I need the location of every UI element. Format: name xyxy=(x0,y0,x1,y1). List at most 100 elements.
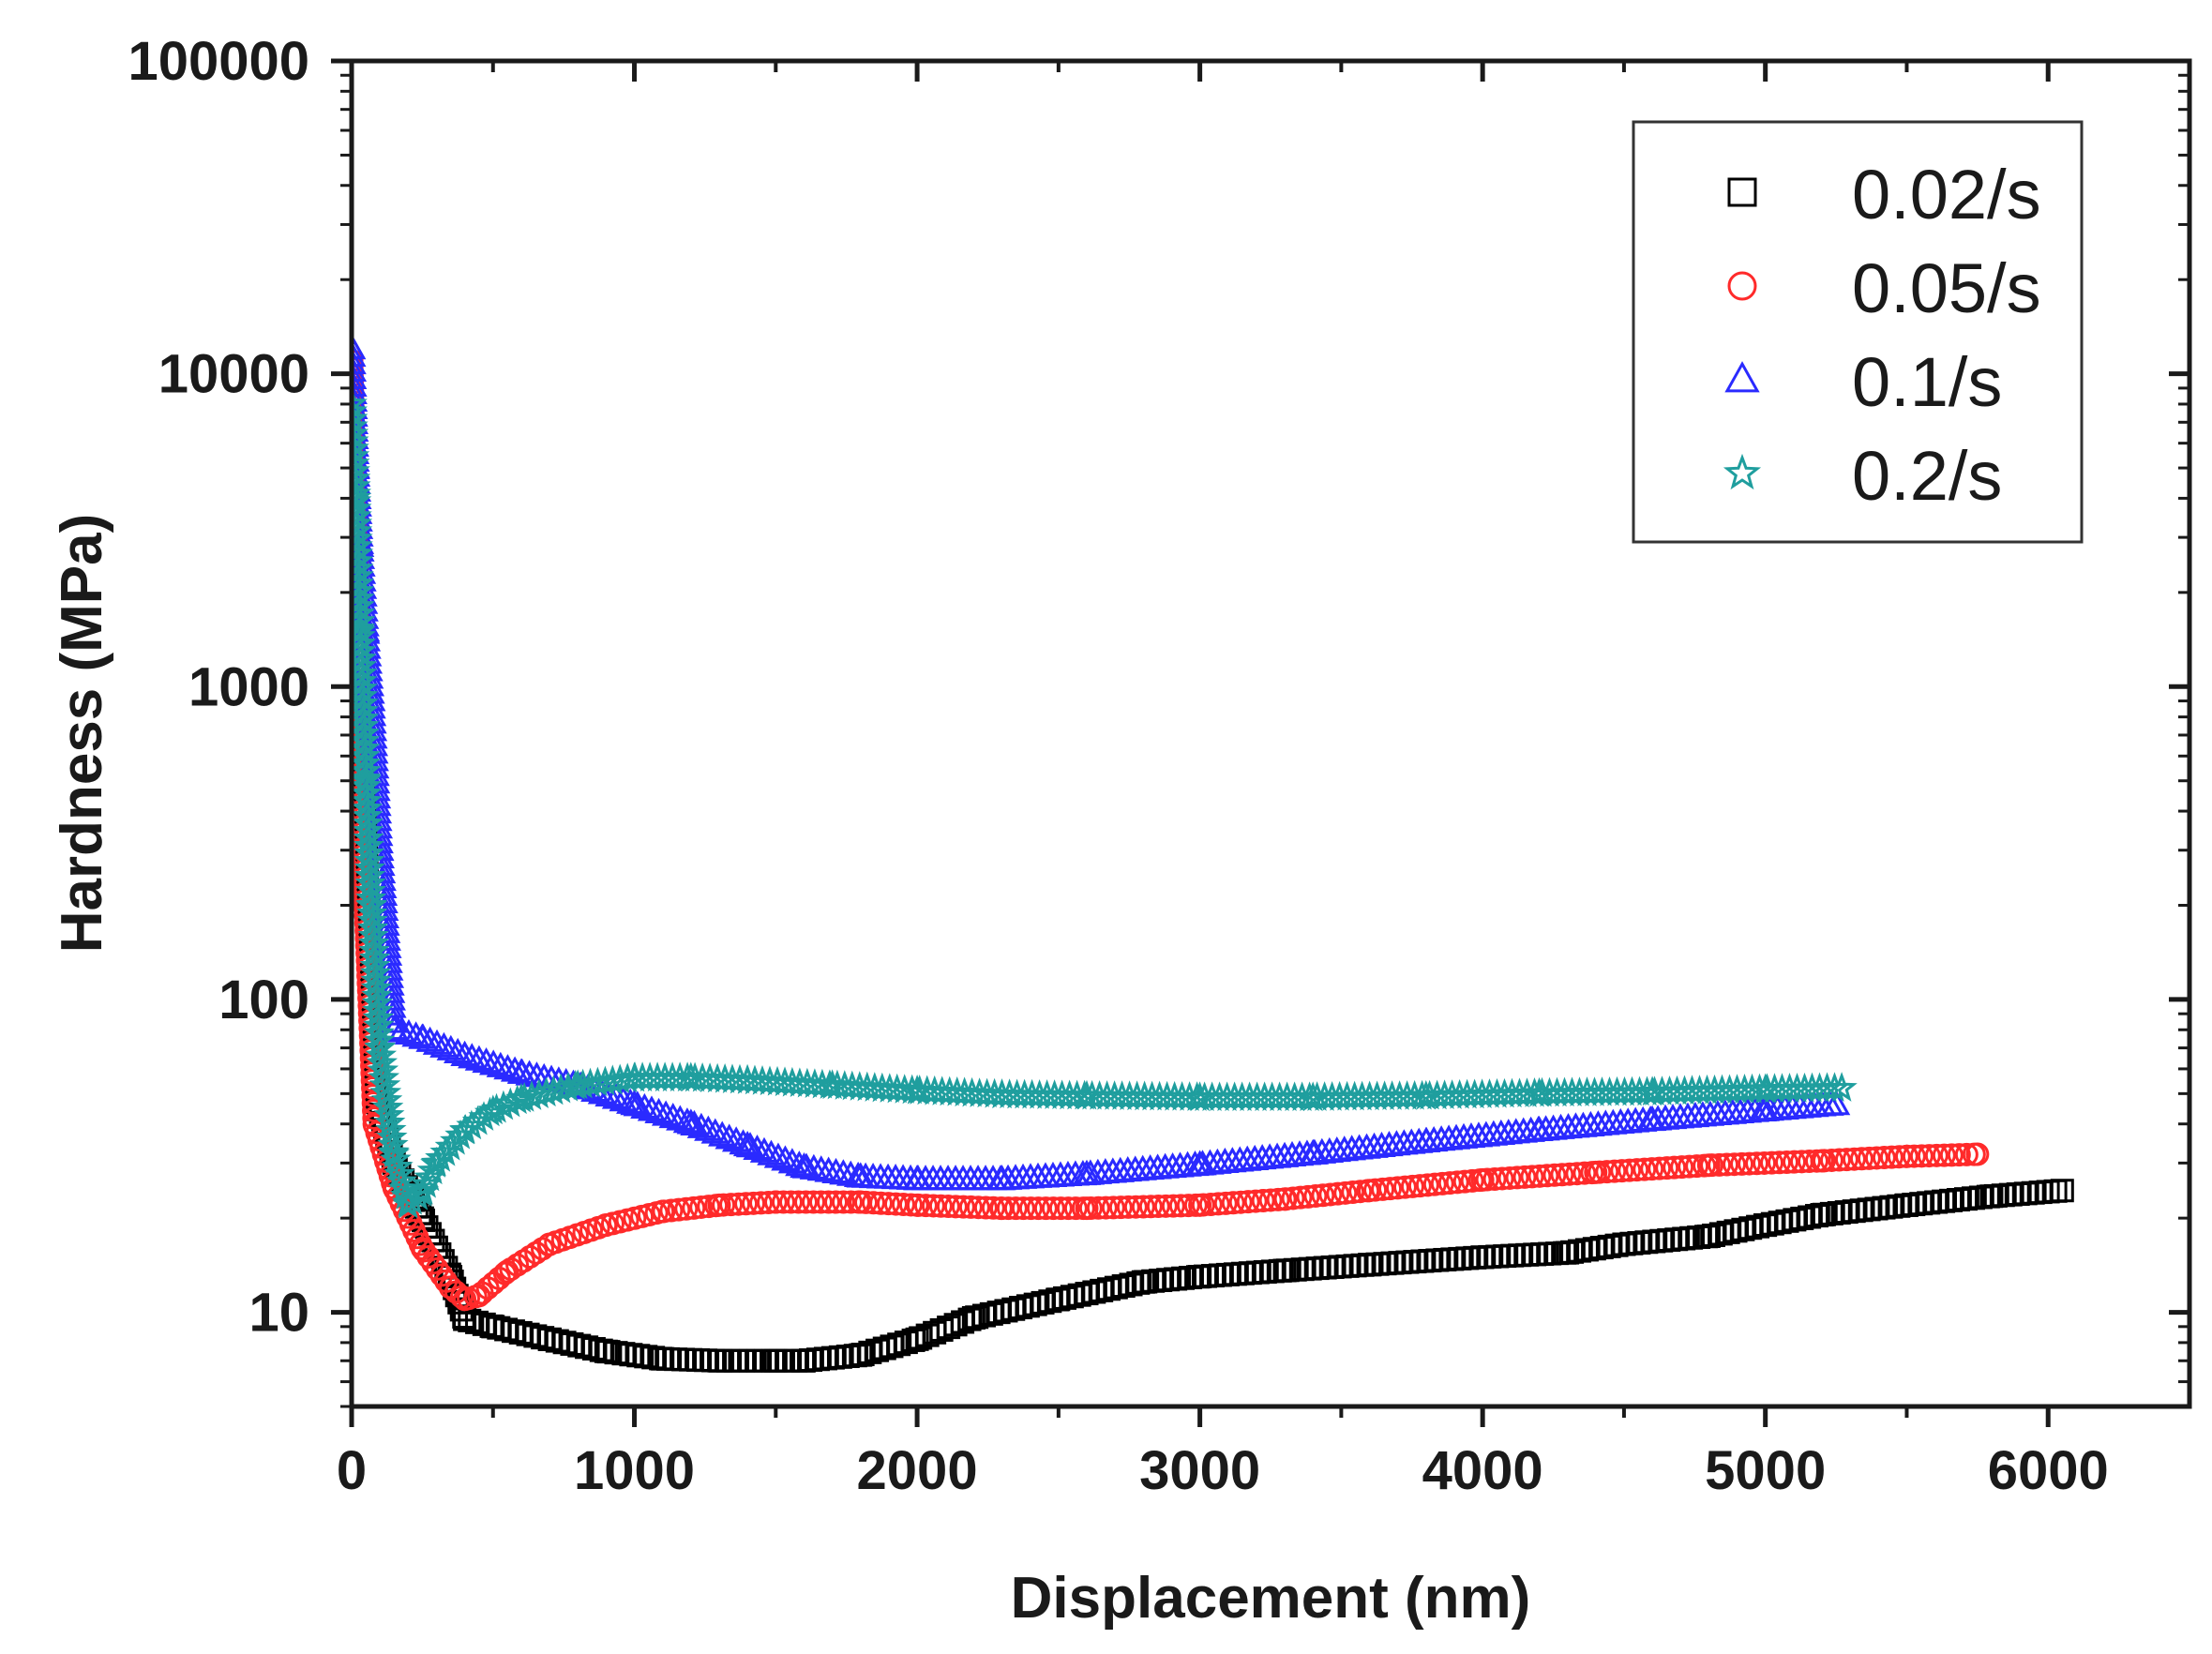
data-point xyxy=(1410,1079,1442,1110)
data-point xyxy=(1236,1190,1260,1214)
data-point xyxy=(644,1097,673,1124)
data-point xyxy=(1482,1166,1507,1191)
data-point xyxy=(832,1190,856,1214)
data-point xyxy=(1648,1156,1672,1180)
data-point xyxy=(1131,1195,1155,1219)
data-point xyxy=(1819,1148,1843,1172)
data-point xyxy=(1281,1186,1305,1210)
data-point xyxy=(928,1194,953,1218)
data-point xyxy=(1917,1144,1941,1168)
data-point xyxy=(1188,1193,1212,1217)
legend-marker xyxy=(1727,271,1757,301)
data-point xyxy=(1879,1145,1904,1169)
legend-label: 0.05/s xyxy=(1852,249,2041,327)
data-point xyxy=(1572,1161,1597,1185)
x-tick-label: 3000 xyxy=(1139,1440,1260,1501)
data-point xyxy=(537,1232,562,1256)
data-point xyxy=(1272,1187,1297,1211)
y-axis-title: Hardness (MPa) xyxy=(50,514,114,954)
data-point xyxy=(1185,1150,1214,1176)
data-point xyxy=(1834,1148,1858,1172)
data-point xyxy=(1452,1169,1477,1194)
data-point xyxy=(594,1080,624,1107)
data-point xyxy=(1932,1143,1956,1167)
data-point xyxy=(1296,1184,1320,1209)
data-point xyxy=(675,1061,707,1092)
data-point xyxy=(721,1126,751,1152)
data-point xyxy=(1810,1149,1834,1173)
data-point xyxy=(779,1190,804,1214)
data-point xyxy=(1810,1203,1834,1227)
data-point xyxy=(1655,1156,1679,1180)
data-point xyxy=(689,1195,714,1219)
data-point xyxy=(849,1343,873,1367)
y-tick-label: 1000 xyxy=(188,656,309,717)
data-point xyxy=(1075,1196,1099,1221)
x-tick-label: 5000 xyxy=(1705,1440,1826,1501)
data-point xyxy=(731,1063,763,1094)
data-point xyxy=(824,1190,849,1214)
data-point xyxy=(1415,1173,1439,1197)
data-point xyxy=(377,1128,409,1159)
data-point xyxy=(1206,1192,1230,1216)
data-point xyxy=(1138,1195,1163,1219)
data-point xyxy=(763,1142,793,1168)
legend-box xyxy=(1632,120,2084,544)
data-point xyxy=(1954,1142,1979,1166)
data-point xyxy=(1086,1195,1110,1220)
data-point xyxy=(791,1348,816,1373)
data-point xyxy=(1288,1185,1313,1210)
data-point xyxy=(1603,1159,1627,1183)
data-point xyxy=(1026,1196,1050,1221)
data-point xyxy=(1821,1090,1851,1116)
data-point xyxy=(961,1305,986,1330)
data-point xyxy=(707,1193,731,1217)
data-point xyxy=(1221,1191,1245,1215)
data-point xyxy=(1303,1184,1328,1209)
data-point xyxy=(537,1327,562,1351)
data-point xyxy=(1430,1171,1454,1195)
data-point xyxy=(1018,1196,1043,1221)
data-point xyxy=(1358,1253,1382,1277)
data-point xyxy=(1924,1143,1949,1167)
data-point xyxy=(1470,1167,1495,1192)
data-point xyxy=(1131,1270,1155,1294)
data-point xyxy=(1708,1222,1733,1246)
x-tick-label: 6000 xyxy=(1988,1440,2109,1501)
data-point xyxy=(1348,1180,1373,1204)
data-point xyxy=(802,1190,826,1214)
data-point xyxy=(817,1190,841,1214)
data-point xyxy=(429,1031,459,1058)
data-point xyxy=(444,1037,473,1063)
data-point xyxy=(355,888,387,919)
data-point xyxy=(1746,1214,1770,1239)
data-point xyxy=(1768,1150,1792,1175)
data-point xyxy=(1775,1150,1799,1174)
data-point xyxy=(742,1191,766,1215)
data-point xyxy=(1535,1164,1559,1188)
data-point xyxy=(996,1196,1020,1221)
data-point xyxy=(385,1165,417,1195)
data-point xyxy=(1258,1188,1283,1212)
data-point xyxy=(1299,1138,1328,1165)
data-point xyxy=(1902,1144,1926,1168)
data-point xyxy=(439,1265,463,1289)
data-point xyxy=(1523,1076,1556,1107)
data-point xyxy=(1385,1176,1409,1200)
data-point xyxy=(406,1177,439,1207)
data-point xyxy=(1826,1072,1858,1102)
data-point xyxy=(1445,1170,1469,1195)
data-point xyxy=(1176,1194,1200,1218)
legend-label: 0.1/s xyxy=(1852,343,2002,421)
data-point xyxy=(1979,1184,2004,1209)
data-point xyxy=(380,1014,409,1041)
data-point xyxy=(1864,1146,1888,1170)
x-axis-title: Displacement (nm) xyxy=(1011,1566,1531,1631)
data-point xyxy=(1939,1143,1964,1167)
data-point xyxy=(380,1143,412,1174)
data-point xyxy=(729,1129,758,1155)
data-point xyxy=(809,1190,834,1214)
data-point xyxy=(1685,1154,1709,1179)
data-point xyxy=(1760,1150,1784,1175)
